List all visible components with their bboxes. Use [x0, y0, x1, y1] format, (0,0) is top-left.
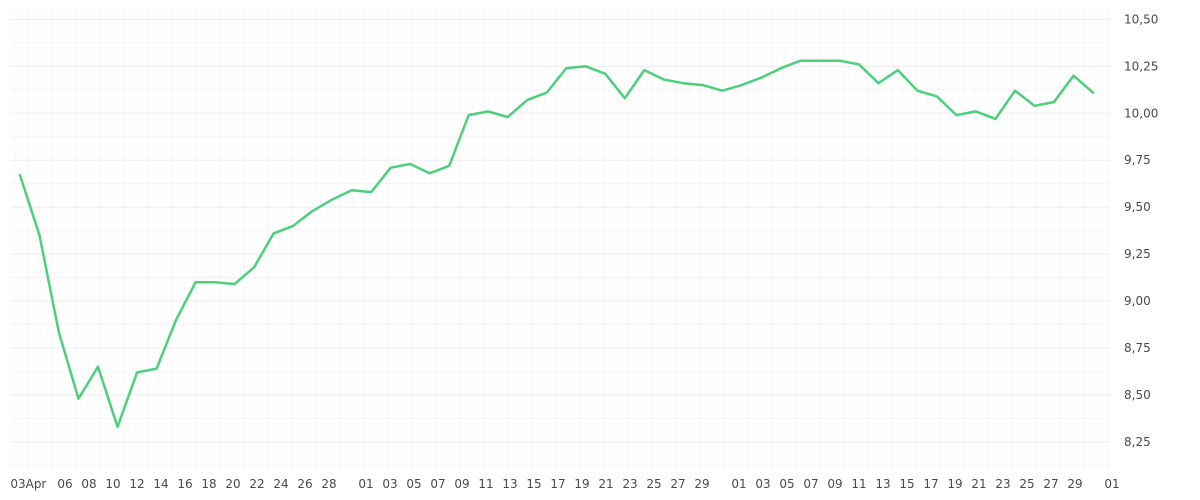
x-tick-label: 28 [321, 477, 336, 491]
x-tick-label: 27 [1043, 477, 1058, 491]
y-tick-label: 10,00 [1124, 106, 1158, 120]
y-tick-label: 9,00 [1124, 294, 1151, 308]
x-tick-label: 20 [225, 477, 240, 491]
x-tick-label: 16 [177, 477, 192, 491]
grid [10, 10, 1110, 470]
x-tick-label: 07 [430, 477, 445, 491]
x-tick-label: 03 [10, 477, 25, 491]
x-tick-label: 13 [502, 477, 517, 491]
y-tick-label: 10,25 [1124, 59, 1158, 73]
x-tick-label: 15 [526, 477, 541, 491]
x-tick-label: 17 [923, 477, 938, 491]
x-tick-label: 29 [694, 477, 709, 491]
x-tick-label: 29 [1067, 477, 1082, 491]
x-tick-label: 25 [646, 477, 661, 491]
x-tick-label: 01 [731, 477, 746, 491]
x-tick-label: 19 [574, 477, 589, 491]
x-tick-label: 15 [899, 477, 914, 491]
x-tick-label: 11 [478, 477, 493, 491]
x-tick-label: 13 [875, 477, 890, 491]
x-tick-label: 03 [755, 477, 770, 491]
y-tick-label: 8,75 [1124, 341, 1151, 355]
y-tick-label: 9,75 [1124, 153, 1151, 167]
series-line [18, 59, 1095, 429]
x-tick-label: 23 [995, 477, 1010, 491]
x-tick-label: 18 [201, 477, 216, 491]
series-layer [18, 59, 1095, 429]
y-tick-label: 8,50 [1124, 388, 1151, 402]
x-tick-label: 08 [81, 477, 96, 491]
x-tick-label: Apr [26, 477, 47, 491]
x-tick-label: 26 [297, 477, 312, 491]
x-tick-label: 06 [57, 477, 72, 491]
x-tick-label: 09 [827, 477, 842, 491]
x-tick-label: 01 [358, 477, 373, 491]
y-tick-label: 9,50 [1124, 200, 1151, 214]
x-tick-label: 27 [670, 477, 685, 491]
x-tick-label: 09 [454, 477, 469, 491]
x-tick-label: 10 [105, 477, 120, 491]
y-axis: 10,50 10,25 10,00 9,75 9,50 9,25 9,00 8,75 8,50 8… [1124, 12, 1158, 448]
x-tick-label: 07 [803, 477, 818, 491]
y-tick-label: 9,25 [1124, 247, 1151, 261]
x-tick-label: 21 [598, 477, 613, 491]
x-tick-label: 17 [550, 477, 565, 491]
x-tick-label: 03 [382, 477, 397, 491]
x-tick-label: 24 [273, 477, 288, 491]
x-tick-label: 12 [129, 477, 144, 491]
x-axis: 03 Apr 06 08 10 12 14 16 18 20 22 24 26 28 01 03 05 07 09 1… [10, 477, 1119, 491]
x-tick-label: 11 [851, 477, 866, 491]
y-tick-label: 10,50 [1124, 12, 1158, 26]
x-tick-label: 23 [622, 477, 637, 491]
x-tick-label: 19 [947, 477, 962, 491]
x-tick-label: 14 [153, 477, 168, 491]
y-tick-label: 8,25 [1124, 435, 1151, 449]
x-tick-label: 05 [779, 477, 794, 491]
x-tick-label: 21 [971, 477, 986, 491]
x-tick-label: 25 [1019, 477, 1034, 491]
x-tick-label: 05 [406, 477, 421, 491]
x-tick-label: 22 [249, 477, 264, 491]
x-tick-label: 01 [1104, 477, 1119, 491]
